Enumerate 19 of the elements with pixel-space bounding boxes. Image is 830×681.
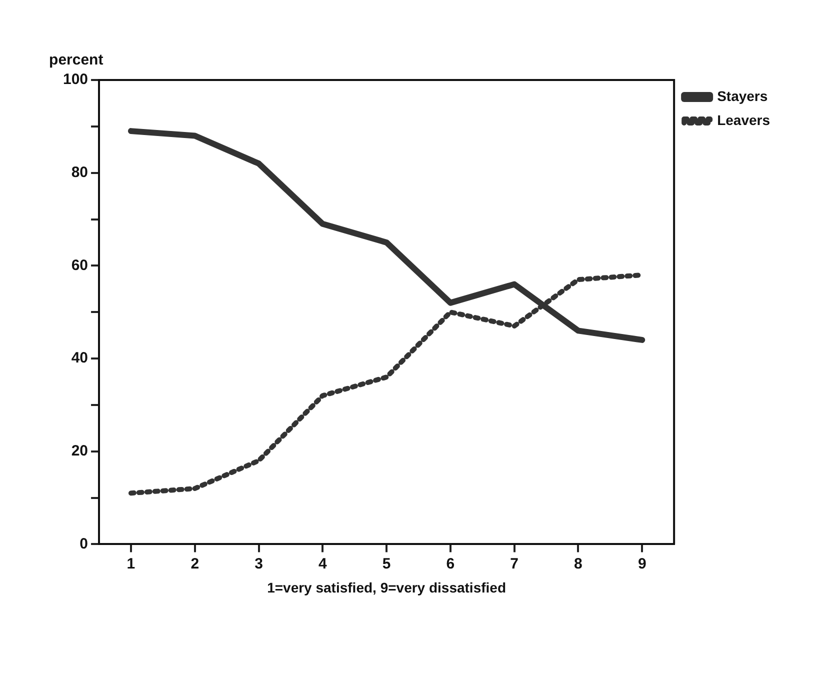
x-tick-label: 2 [190,555,200,572]
y-tick-label: 20 [71,442,88,460]
y-axis-title: percent [49,52,104,69]
y-tick-label: 40 [71,350,88,367]
x-tick-label: 5 [382,555,391,572]
y-tick-label: 60 [71,256,88,274]
x-tick-label: 6 [446,555,455,572]
x-tick-label: 1 [126,555,136,572]
y-tick-label: 100 [62,71,88,88]
x-tick-label: 4 [318,555,328,572]
x-tick-label: 3 [254,555,263,572]
x-tick-label: 9 [638,555,646,572]
x-axis-title: 1=very satisfied, 9=very dissatisfied [267,579,506,596]
x-tick-label: 7 [510,555,519,572]
y-tick-label: 0 [80,535,88,552]
y-tick-label: 80 [71,164,88,181]
legend-label: Stayers [717,88,768,104]
legend-label: Leavers [717,112,770,128]
x-tick-label: 8 [574,555,582,572]
